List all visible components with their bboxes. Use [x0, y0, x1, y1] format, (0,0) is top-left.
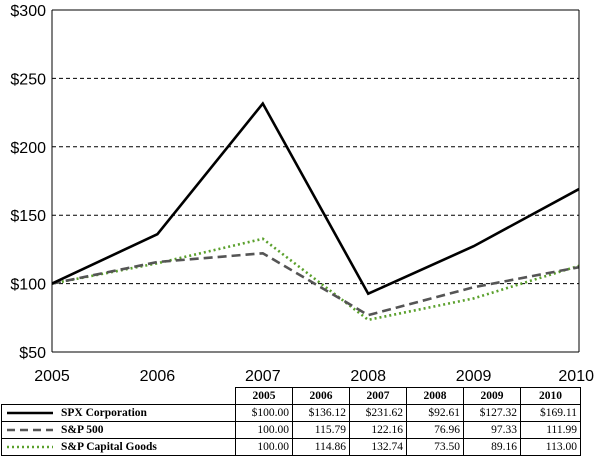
x-tick-label: 2005: [34, 368, 70, 385]
table-header: 2007: [349, 387, 407, 405]
table-cell: 76.96: [406, 421, 464, 439]
series-legend-cell: S&P Capital Goods: [1, 438, 236, 456]
table-cell: 115.79: [292, 421, 350, 439]
table-row: S&P Capital Goods 100.00 114.86 132.74 7…: [1, 438, 581, 456]
series-line: [51, 251, 580, 317]
table-header: 2005: [235, 387, 293, 405]
y-tick-label: $200: [10, 140, 46, 157]
series-legend-cell: S&P 500: [1, 421, 236, 439]
y-axis-ticks: $50 $100 $150 $200 $250 $300: [10, 3, 46, 362]
series-name: SPX Corporation: [61, 407, 147, 419]
line-chart: $50 $100 $150 $200 $250 $300 2005 2006 2007 2008…: [10, 3, 594, 385]
table-cell: $169.11: [520, 404, 581, 422]
x-tick-label: 2010: [558, 368, 594, 385]
table-cell: 114.86: [292, 438, 350, 456]
table-cell: $136.12: [292, 404, 350, 422]
dotted-line-swatch-icon: [7, 446, 53, 449]
table-row: SPX Corporation $100.00 $136.12 $231.62 …: [1, 404, 581, 422]
table-cell: $92.61: [406, 404, 464, 422]
table-header: 2008: [406, 387, 464, 405]
table-cell: 113.00: [520, 438, 581, 456]
table-cell: 100.00: [235, 421, 293, 439]
table-header: 2009: [463, 387, 521, 405]
table-header-row: 2005 2006 2007 2008 2009 2010: [1, 387, 581, 405]
y-tick-label: $300: [10, 3, 46, 20]
series-name: S&P 500: [61, 424, 104, 436]
table-row: S&P 500 100.00 115.79 122.16 76.96 97.33…: [1, 421, 581, 439]
series-line: [51, 101, 580, 296]
x-tick-label: 2006: [140, 368, 176, 385]
table-cell: 89.16: [463, 438, 521, 456]
table-cell: $100.00: [235, 404, 293, 422]
table-corner: [1, 387, 236, 405]
y-tick-label: $150: [10, 208, 46, 225]
table-cell: 122.16: [349, 421, 407, 439]
table-cell: 132.74: [349, 438, 407, 456]
table-cell: 100.00: [235, 438, 293, 456]
x-tick-label: 2007: [245, 368, 281, 385]
series-legend-cell: SPX Corporation: [1, 404, 236, 422]
x-tick-label: 2008: [350, 368, 386, 385]
performance-table: 2005 2006 2007 2008 2009 2010 SPX Corpor…: [1, 387, 581, 456]
solid-line-swatch-icon: [7, 412, 53, 415]
series-line: [51, 237, 580, 322]
dashed-line-swatch-icon: [7, 429, 53, 432]
x-tick-label: 2009: [456, 368, 492, 385]
y-tick-label: $100: [10, 277, 46, 294]
series-name: S&P Capital Goods: [61, 441, 157, 453]
table-cell: $127.32: [463, 404, 521, 422]
series-lines: [51, 101, 580, 322]
table-cell: $231.62: [349, 404, 407, 422]
table-cell: 97.33: [463, 421, 521, 439]
table-cell: 73.50: [406, 438, 464, 456]
table-header: 2006: [292, 387, 350, 405]
table-header: 2010: [520, 387, 581, 405]
y-tick-label: $50: [19, 345, 46, 362]
gridlines: [52, 77, 579, 285]
y-tick-label: $250: [10, 71, 46, 88]
x-axis-ticks: 2005 2006 2007 2008 2009 2010: [34, 368, 594, 385]
table-cell: 111.99: [520, 421, 581, 439]
